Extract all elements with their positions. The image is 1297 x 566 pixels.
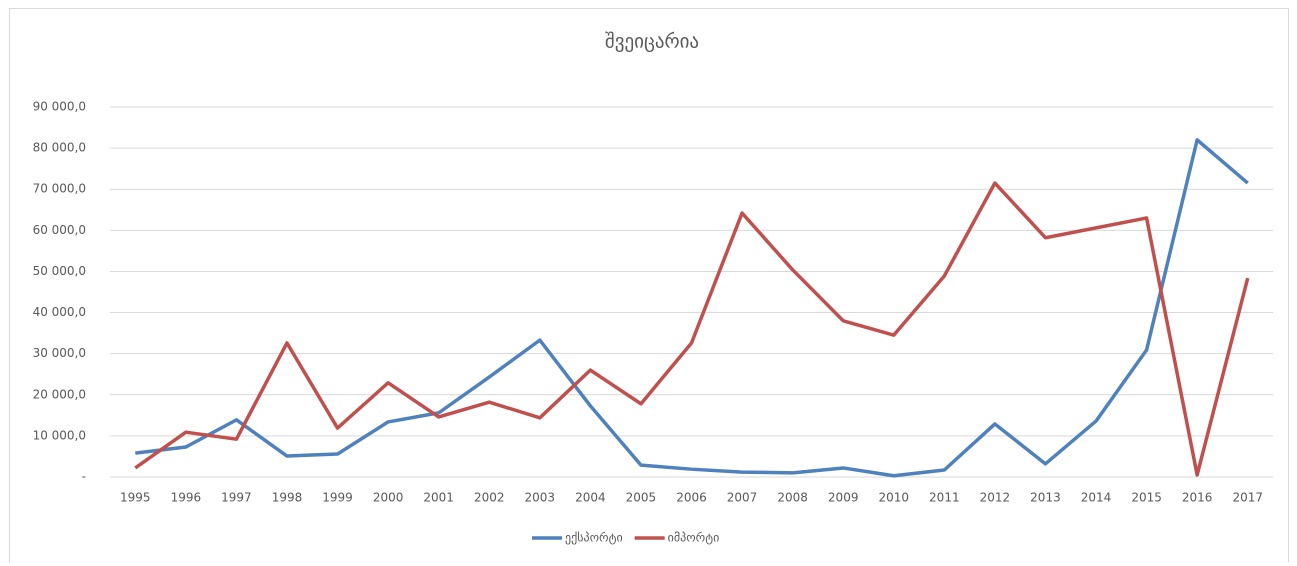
legend-label: იმპორტი [668,531,720,545]
x-tick-label: 2013 [1030,491,1061,505]
x-tick-label: 2006 [676,491,707,505]
y-tick-label: 70 000,0 [33,182,86,196]
x-tick-label: 2001 [423,491,454,505]
line-series [134,181,1250,477]
x-tick-label: 2003 [525,491,556,505]
x-tick-label: 2011 [929,491,960,505]
y-tick-label: 20 000,0 [33,387,86,401]
chart-frame [9,8,1289,566]
x-tick-label: 2007 [727,491,758,505]
x-tick-label: 1996 [171,491,202,505]
x-tick-label: 2009 [828,491,859,505]
x-tick-label: 2017 [1232,491,1263,505]
y-tick-label: 80 000,0 [33,141,86,155]
x-tick-label: 1995 [120,491,151,505]
x-tick-label: 2000 [373,491,404,505]
chart-title: შვეიცარია [605,31,699,53]
x-tick-label: 2016 [1182,491,1213,505]
x-tick-label: 2005 [626,491,657,505]
x-tick-label: 2004 [575,491,606,505]
x-tick-label: 2008 [777,491,808,505]
legend-label: ექსპორტი [565,531,623,545]
y-tick-label: 40 000,0 [33,305,86,319]
x-tick-label: 2012 [980,491,1011,505]
x-tick-label: 2014 [1081,491,1112,505]
y-tick-label: 50 000,0 [33,264,86,278]
y-tick-label: 30 000,0 [33,346,86,360]
x-tick-label: 2015 [1131,491,1162,505]
y-tick-label: 60 000,0 [33,223,86,237]
x-tick-label: 1997 [221,491,252,505]
x-tick-label: 2002 [474,491,505,505]
y-tick-label: 90 000,0 [33,100,86,114]
y-tick-label: - [82,470,86,484]
x-tick-label: 1998 [272,491,303,505]
x-tick-label: 1999 [322,491,353,505]
x-tick-label: 2010 [878,491,909,505]
line-series [135,138,1249,478]
y-tick-label: 10 000,0 [33,428,86,442]
